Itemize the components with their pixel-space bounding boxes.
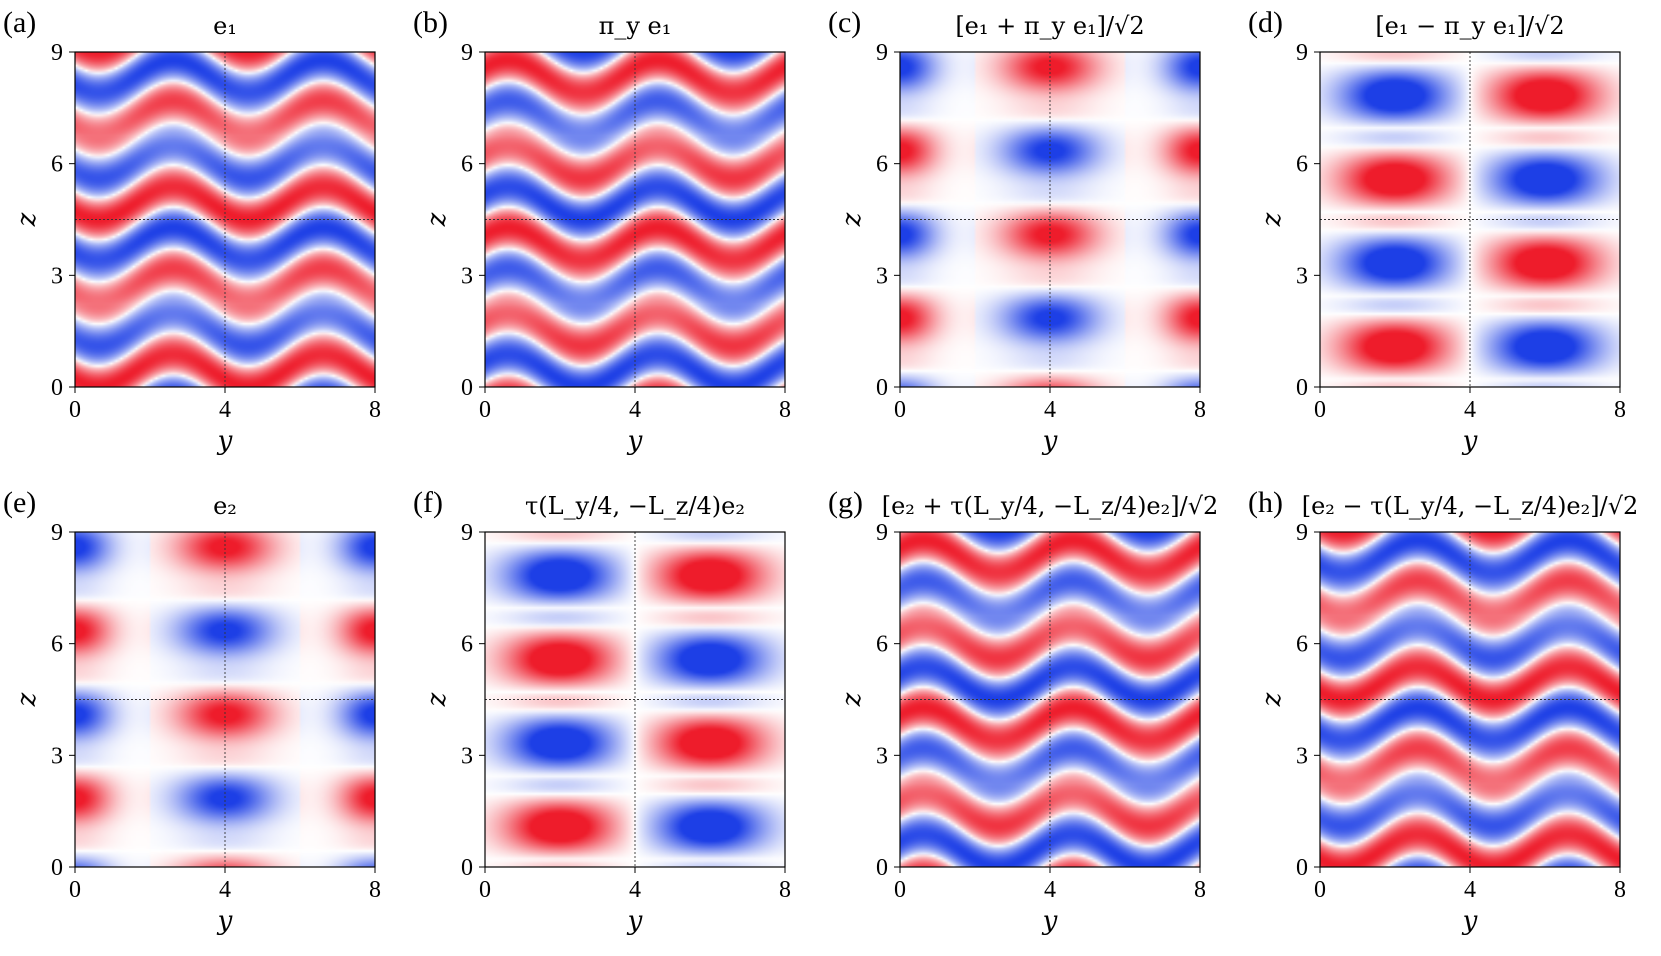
panels: 0 4 8 0 3 6 9 y z (a) e₁ 0 4 8 0 3 6 9 y z (b) π_y e₁ 0 4 8 0 3 6 9 y… bbox=[3, 6, 1638, 936]
x-tick-label: 4 bbox=[1464, 877, 1476, 903]
x-tick-label: 8 bbox=[1614, 397, 1626, 423]
x-tick-label: 8 bbox=[1194, 877, 1206, 903]
y-tick-label: 0 bbox=[1296, 375, 1308, 401]
x-tick-label: 8 bbox=[369, 397, 381, 423]
y-tick-label: 6 bbox=[461, 632, 473, 658]
panel-0: 0 4 8 0 3 6 9 y z (a) e₁ bbox=[3, 6, 381, 456]
y-tick-label: 3 bbox=[51, 263, 63, 289]
y-tick-label: 3 bbox=[461, 263, 473, 289]
y-tick-label: 3 bbox=[1296, 743, 1308, 769]
x-tick-label: 8 bbox=[779, 877, 791, 903]
y-tick-label: 0 bbox=[876, 375, 888, 401]
x-tick-label: 4 bbox=[1044, 877, 1056, 903]
x-tick-label: 0 bbox=[1314, 397, 1326, 423]
x-tick-label: 0 bbox=[894, 877, 906, 903]
x-axis-label: y bbox=[217, 426, 233, 456]
panel-title: [e₁ + π_y e₁]/√2 bbox=[955, 12, 1144, 40]
x-tick-label: 8 bbox=[1614, 877, 1626, 903]
panel-title: π_y e₁ bbox=[599, 12, 672, 40]
y-axis-label: z bbox=[12, 212, 42, 227]
panel-label: (b) bbox=[413, 6, 448, 39]
panel-title: τ(L_y/4, −L_z/4)e₂ bbox=[525, 492, 745, 520]
panel-label: (f) bbox=[413, 486, 443, 519]
y-tick-label: 3 bbox=[461, 743, 473, 769]
panel-7: 0 4 8 0 3 6 9 y z (h) [e₂ − τ(L_y/4, −L_z/4)e₂]/√2 bbox=[1248, 486, 1638, 936]
y-tick-label: 6 bbox=[51, 632, 63, 658]
x-tick-label: 8 bbox=[779, 397, 791, 423]
panel-label: (h) bbox=[1248, 486, 1283, 519]
y-tick-label: 3 bbox=[876, 743, 888, 769]
y-tick-label: 9 bbox=[876, 40, 888, 66]
y-axis-label: z bbox=[12, 692, 42, 707]
y-tick-label: 0 bbox=[876, 855, 888, 881]
x-tick-label: 8 bbox=[1194, 397, 1206, 423]
x-tick-label: 4 bbox=[219, 397, 231, 423]
y-tick-label: 9 bbox=[461, 40, 473, 66]
y-tick-label: 6 bbox=[876, 152, 888, 178]
y-axis-label: z bbox=[1257, 212, 1287, 227]
x-axis-label: y bbox=[217, 906, 233, 936]
x-axis-label: y bbox=[627, 906, 643, 936]
y-axis-label: z bbox=[837, 212, 867, 227]
x-tick-label: 0 bbox=[69, 877, 81, 903]
x-axis-label: y bbox=[627, 426, 643, 456]
panel-6: 0 4 8 0 3 6 9 y z (g) [e₂ + τ(L_y/4, −L_z/4)e₂]/√2 bbox=[828, 486, 1218, 936]
x-tick-label: 4 bbox=[629, 877, 641, 903]
x-axis-label: y bbox=[1042, 426, 1058, 456]
y-tick-label: 3 bbox=[51, 743, 63, 769]
panel-5: 0 4 8 0 3 6 9 y z (f) τ(L_y/4, −L_z/4)e₂ bbox=[413, 486, 791, 936]
x-tick-label: 4 bbox=[219, 877, 231, 903]
x-tick-label: 4 bbox=[1464, 397, 1476, 423]
panel-4: 0 4 8 0 3 6 9 y z (e) e₂ bbox=[3, 486, 381, 936]
panel-label: (d) bbox=[1248, 6, 1283, 39]
x-tick-label: 0 bbox=[1314, 877, 1326, 903]
x-tick-label: 0 bbox=[894, 397, 906, 423]
x-tick-label: 8 bbox=[369, 877, 381, 903]
y-tick-label: 6 bbox=[1296, 152, 1308, 178]
panel-label: (e) bbox=[3, 486, 36, 519]
panel-2: 0 4 8 0 3 6 9 y z (c) [e₁ + π_y e₁]/√2 bbox=[828, 6, 1206, 456]
panel-label: (a) bbox=[3, 6, 36, 39]
y-tick-label: 9 bbox=[876, 520, 888, 546]
y-tick-label: 9 bbox=[51, 40, 63, 66]
y-tick-label: 3 bbox=[876, 263, 888, 289]
x-axis-label: y bbox=[1462, 426, 1478, 456]
panel-label: (c) bbox=[828, 6, 861, 39]
y-axis-label: z bbox=[422, 692, 452, 707]
x-tick-label: 0 bbox=[69, 397, 81, 423]
x-axis-label: y bbox=[1042, 906, 1058, 936]
panel-title: e₁ bbox=[213, 12, 237, 40]
y-tick-label: 0 bbox=[461, 855, 473, 881]
y-axis-label: z bbox=[1257, 692, 1287, 707]
panel-1: 0 4 8 0 3 6 9 y z (b) π_y e₁ bbox=[413, 6, 791, 456]
panel-title: [e₁ − π_y e₁]/√2 bbox=[1375, 12, 1564, 40]
y-tick-label: 9 bbox=[1296, 520, 1308, 546]
panel-3: 0 4 8 0 3 6 9 y z (d) [e₁ − π_y e₁]/√2 bbox=[1248, 6, 1626, 456]
y-tick-label: 0 bbox=[51, 375, 63, 401]
y-tick-label: 6 bbox=[51, 152, 63, 178]
x-axis-label: y bbox=[1462, 906, 1478, 936]
panel-label: (g) bbox=[828, 486, 863, 519]
y-tick-label: 3 bbox=[1296, 263, 1308, 289]
y-tick-label: 6 bbox=[876, 632, 888, 658]
y-axis-label: z bbox=[837, 692, 867, 707]
x-tick-label: 4 bbox=[1044, 397, 1056, 423]
y-tick-label: 6 bbox=[461, 152, 473, 178]
y-tick-label: 9 bbox=[51, 520, 63, 546]
y-tick-label: 9 bbox=[461, 520, 473, 546]
y-tick-label: 9 bbox=[1296, 40, 1308, 66]
x-tick-label: 0 bbox=[479, 877, 491, 903]
panel-title: [e₂ − τ(L_y/4, −L_z/4)e₂]/√2 bbox=[1302, 492, 1639, 520]
y-tick-label: 6 bbox=[1296, 632, 1308, 658]
x-tick-label: 4 bbox=[629, 397, 641, 423]
y-tick-label: 0 bbox=[461, 375, 473, 401]
x-tick-label: 0 bbox=[479, 397, 491, 423]
y-tick-label: 0 bbox=[1296, 855, 1308, 881]
y-axis-label: z bbox=[422, 212, 452, 227]
panel-title: e₂ bbox=[213, 492, 237, 520]
y-tick-label: 0 bbox=[51, 855, 63, 881]
panel-title: [e₂ + τ(L_y/4, −L_z/4)e₂]/√2 bbox=[882, 492, 1219, 520]
